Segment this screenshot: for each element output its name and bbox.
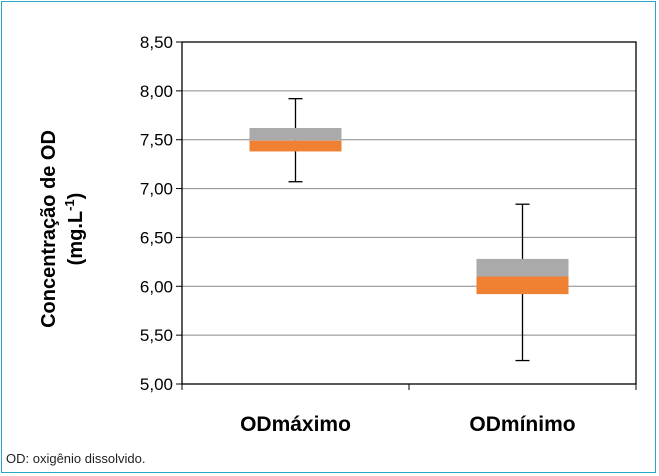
category-label: ODmáximo bbox=[240, 413, 351, 436]
box-2 bbox=[476, 203, 569, 362]
y-tick-labels: 5,00 5,50 6,00 6,50 7,00 7,50 8,00 8,50 bbox=[140, 33, 182, 394]
box-upper-quartile bbox=[249, 127, 342, 141]
y-axis-label-superscript: -1 bbox=[62, 199, 77, 211]
y-tick-label: 6,00 bbox=[140, 277, 173, 296]
box-upper-quartile bbox=[476, 258, 569, 277]
category-labels: ODmáximo ODmínimo bbox=[240, 413, 576, 436]
y-tick-label: 8,00 bbox=[140, 82, 173, 101]
box-lower-quartile bbox=[249, 140, 342, 152]
plot-area-border bbox=[181, 41, 637, 385]
box-1 bbox=[249, 98, 342, 183]
category-label: ODmínimo bbox=[469, 413, 575, 436]
y-tick-label: 5,50 bbox=[140, 326, 173, 345]
y-tick-label: 6,50 bbox=[140, 228, 173, 247]
y-axis-label-line1: Concentração de OD bbox=[38, 130, 60, 328]
y-axis-label-line2: (mg.L-1) bbox=[62, 193, 87, 266]
y-tick-label: 7,50 bbox=[140, 131, 173, 150]
footnote: OD: oxigênio dissolvido. bbox=[6, 451, 146, 466]
y-tick-label: 8,50 bbox=[140, 33, 173, 52]
y-tick-label: 5,00 bbox=[140, 375, 173, 394]
boxes bbox=[249, 98, 569, 362]
y-axis-label-close: ) bbox=[65, 193, 87, 200]
axes bbox=[181, 41, 637, 390]
y-axis-label-unit: (mg.L bbox=[65, 211, 87, 265]
y-tick-label: 7,00 bbox=[140, 180, 173, 199]
box-lower-quartile bbox=[476, 276, 569, 295]
